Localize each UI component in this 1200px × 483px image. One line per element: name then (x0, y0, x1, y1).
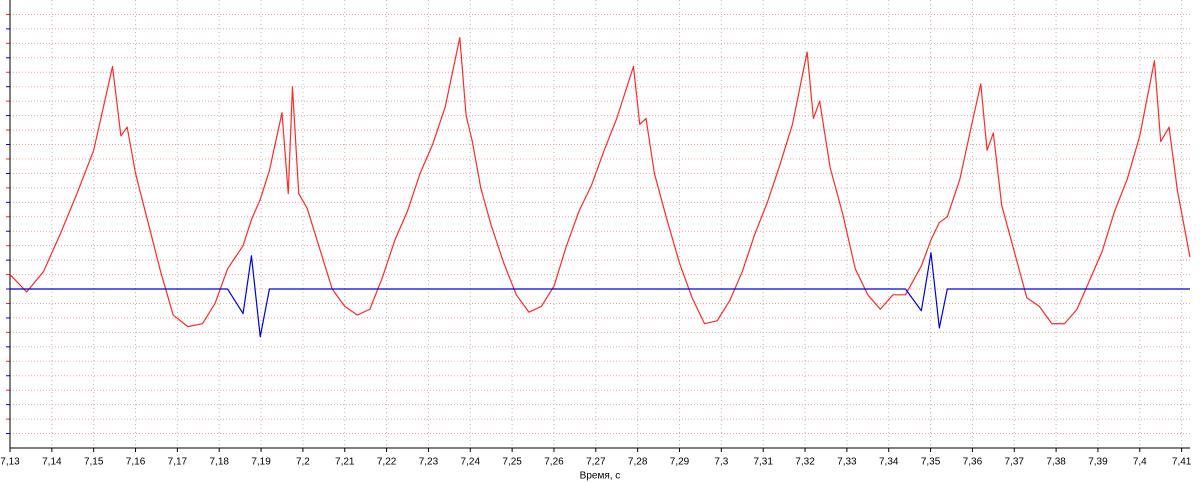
x-tick-label: 7,24 (461, 457, 481, 468)
x-tick-label: 7,36 (963, 457, 983, 468)
x-tick-label: 7,41 (1172, 457, 1192, 468)
x-tick-label: 7,17 (168, 457, 188, 468)
x-tick-label: 7,21 (335, 457, 355, 468)
x-tick-label: 7,25 (502, 457, 522, 468)
x-tick-label: 7,19 (251, 457, 271, 468)
x-tick-label: 7,18 (209, 457, 229, 468)
x-tick-label: 7,27 (586, 457, 606, 468)
series-line (10, 252, 1190, 338)
x-tick-label: 7,32 (795, 457, 815, 468)
x-tick-label: 7,34 (879, 457, 899, 468)
series-line (9, 36, 1191, 328)
x-tick-label: 7,31 (753, 457, 773, 468)
x-tick-label: 7,38 (1046, 457, 1066, 468)
x-tick-label: 7,22 (377, 457, 397, 468)
x-tick-label: 7,39 (1088, 457, 1108, 468)
x-tick-label: 7,33 (837, 457, 857, 468)
x-tick-label: 7,35 (921, 457, 941, 468)
x-tick-label: 7,2 (296, 457, 310, 468)
x-tick-label: 7,13 (0, 457, 20, 468)
x-tick-label: 7,28 (628, 457, 648, 468)
x-tick-label: 7,23 (419, 457, 439, 468)
x-tick-label: 7,15 (84, 457, 104, 468)
x-axis-label: Время, с (580, 471, 621, 482)
x-tick-label: 7,26 (544, 457, 564, 468)
x-tick-label: 7,29 (670, 457, 690, 468)
x-tick-label: 7,16 (126, 457, 146, 468)
x-tick-label: 7,3 (714, 457, 728, 468)
x-tick-label: 7,14 (42, 457, 62, 468)
x-tick-label: 7,37 (1005, 457, 1025, 468)
x-tick-label: 7,4 (1133, 457, 1147, 468)
